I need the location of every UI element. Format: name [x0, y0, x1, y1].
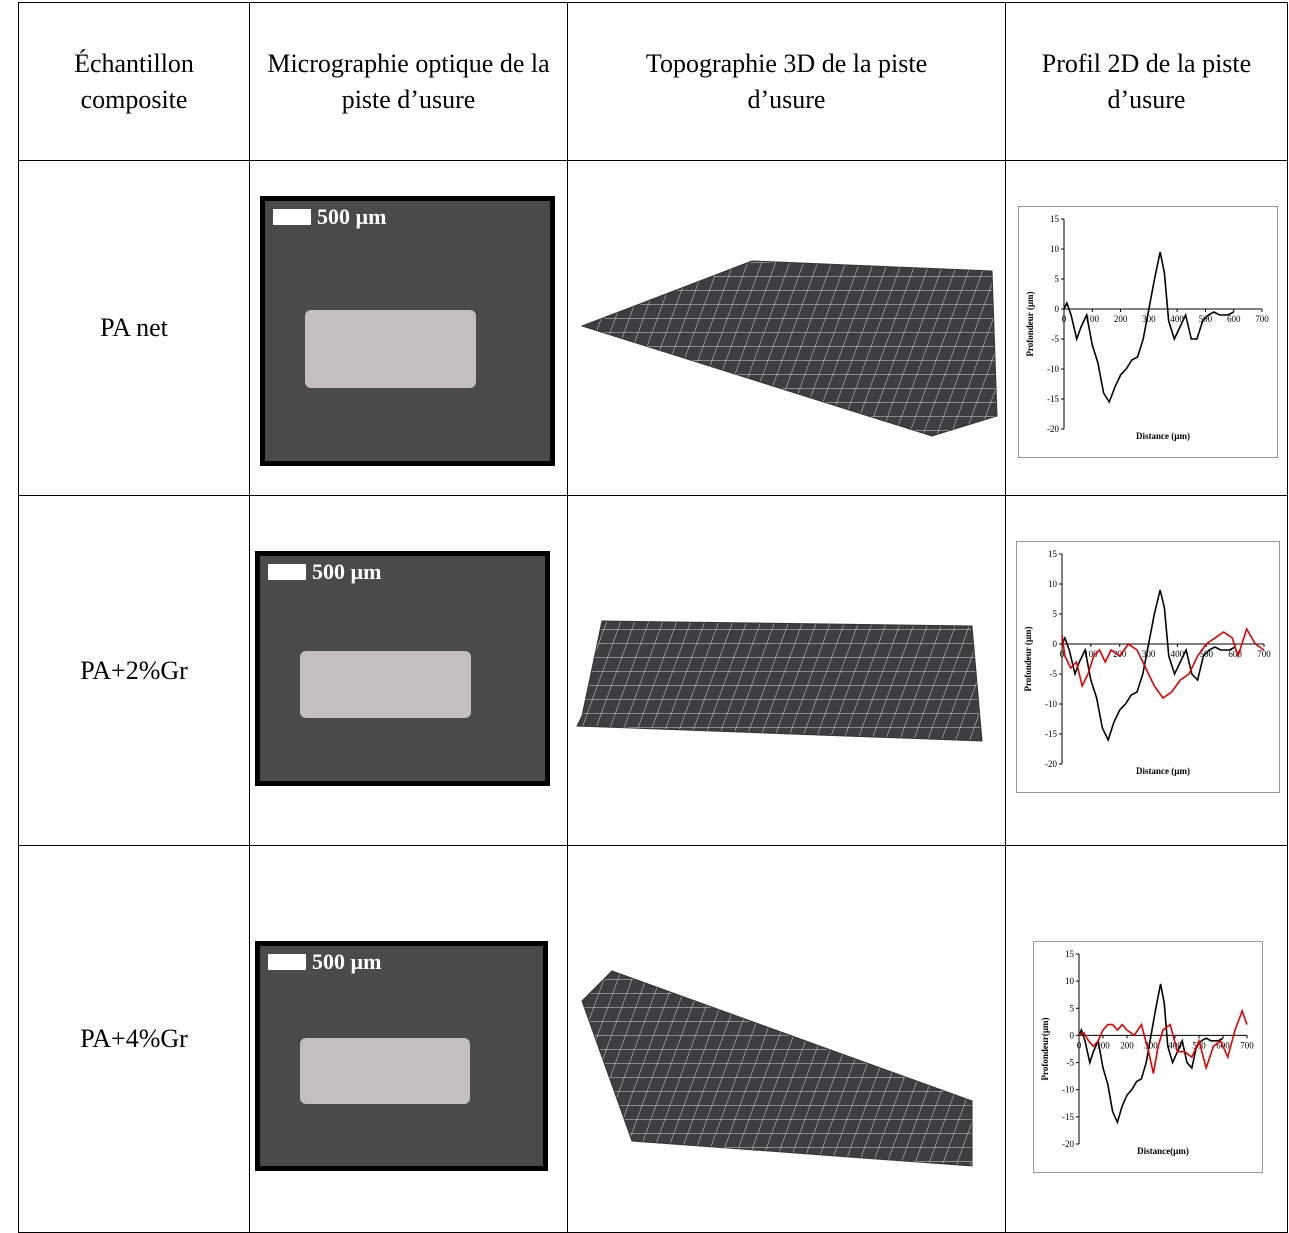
- x-tick-label: 700: [1255, 314, 1269, 324]
- y-tick-label: -5: [1049, 669, 1057, 679]
- y-tick-label: 10: [1048, 579, 1058, 589]
- header-cell: Micrographie optique de la piste d’usure: [249, 2, 568, 161]
- x-tick-label: 0: [1059, 649, 1064, 659]
- x-tick-label: 400: [1170, 314, 1184, 324]
- x-tick-label: 200: [1113, 314, 1127, 324]
- y-tick-label: -10: [1045, 699, 1057, 709]
- y-tick-label: 0: [1054, 304, 1059, 314]
- wear-track: [300, 1038, 470, 1105]
- surface: [576, 620, 983, 742]
- topography-cell: [567, 160, 1006, 496]
- x-tick-label: 700: [1257, 649, 1271, 659]
- topography-cell: [567, 495, 1006, 846]
- profile-line: [1077, 983, 1223, 1125]
- y-axis-label: Profondeur(µm): [1040, 1017, 1050, 1080]
- y-tick-label: -20: [1062, 1139, 1074, 1149]
- y-tick-label: 5: [1069, 1003, 1074, 1013]
- x-tick-label: 100: [1085, 314, 1099, 324]
- y-tick-label: -20: [1045, 759, 1057, 769]
- profile-line: [1062, 251, 1234, 404]
- surface: [580, 260, 998, 437]
- header-cell: Topographie 3D de la piste d’usure: [567, 2, 1006, 161]
- profile-line: [1060, 589, 1236, 743]
- micrograph: 500 µm: [260, 196, 555, 466]
- y-tick-label: -5: [1066, 1058, 1074, 1068]
- topography-3d: [576, 620, 983, 742]
- micrograph-cell: 500 µm: [249, 845, 568, 1233]
- profile-line: [1078, 1008, 1248, 1074]
- profile-cell: 15 10 5 0 -5 -10 -15 -20 0 100 200 300 400 500 600 700 P…: [1005, 160, 1288, 496]
- topography-3d: [581, 970, 973, 1167]
- x-tick-label: 700: [1240, 1040, 1254, 1050]
- profile-cell: 15 10 5 0 -5 -10 -15 -20 0 100 200 300 400 500 600 700 P…: [1005, 845, 1288, 1233]
- scale-label: 500 µm: [312, 559, 382, 584]
- x-tick-label: 300: [1141, 649, 1155, 659]
- y-tick-label: 10: [1065, 976, 1075, 986]
- x-tick-label: 500: [1192, 1040, 1206, 1050]
- scale-bar: [268, 954, 306, 970]
- y-tick-label: 5: [1052, 609, 1057, 619]
- y-tick-label: 5: [1054, 274, 1059, 284]
- y-tick-label: -20: [1047, 424, 1059, 434]
- y-axis-label: Profondeur (µm): [1025, 291, 1035, 356]
- y-tick-label: 15: [1048, 549, 1058, 559]
- x-tick-label: 600: [1226, 314, 1240, 324]
- profile-cell: 15 10 5 0 -5 -10 -15 -20 0 100 200 300 400 500 600 700 P…: [1005, 495, 1288, 846]
- scale-label: 500 µm: [317, 204, 387, 229]
- x-tick-label: 0: [1061, 314, 1066, 324]
- profile-line: [1060, 627, 1264, 700]
- y-tick-label: -5: [1051, 334, 1059, 344]
- y-tick-label: 0: [1069, 1030, 1074, 1040]
- x-tick-label: 400: [1170, 649, 1184, 659]
- x-tick-label: 500: [1198, 314, 1212, 324]
- y-axis-label: Profondeur (µm): [1023, 626, 1033, 691]
- x-axis-label: Distance (µm): [1136, 431, 1190, 441]
- surface: [581, 970, 973, 1167]
- wear-track: [305, 310, 476, 389]
- micrograph: 500 µm: [255, 551, 550, 786]
- x-tick-label: 100: [1084, 649, 1098, 659]
- y-tick-label: -15: [1045, 729, 1057, 739]
- sample-cell: PA+2%Gr: [18, 495, 250, 846]
- x-tick-label: 300: [1144, 1040, 1158, 1050]
- x-tick-label: 0: [1076, 1040, 1081, 1050]
- sample-cell: PA net: [18, 160, 250, 496]
- x-axis-label: Distance (µm): [1136, 766, 1190, 776]
- scale-bar: [268, 564, 306, 580]
- y-tick-label: -15: [1062, 1112, 1074, 1122]
- x-tick-label: 200: [1120, 1040, 1134, 1050]
- scale-label: 500 µm: [312, 949, 382, 974]
- y-tick-label: 0: [1052, 639, 1057, 649]
- x-axis-label: Distance(µm): [1137, 1146, 1189, 1156]
- x-tick-label: 600: [1228, 649, 1242, 659]
- y-tick-label: -15: [1047, 394, 1059, 404]
- y-tick-label: 10: [1050, 244, 1060, 254]
- topography-3d: [580, 260, 998, 437]
- header-cell: Profil 2D de la piste d’usure: [1005, 2, 1288, 161]
- x-tick-label: 500: [1199, 649, 1213, 659]
- results-table: Échantillon composite Micrographie optiq…: [18, 2, 1288, 1233]
- micrograph: 500 µm: [255, 941, 548, 1171]
- scale-bar: [273, 209, 311, 225]
- header-cell: Échantillon composite: [18, 2, 250, 161]
- wear-track: [300, 650, 471, 718]
- y-tick-label: 15: [1065, 949, 1075, 959]
- y-tick-label: -10: [1047, 364, 1059, 374]
- sample-cell: PA+4%Gr: [18, 845, 250, 1233]
- micrograph-cell: 500 µm: [249, 495, 568, 846]
- micrograph-cell: 500 µm: [249, 160, 568, 496]
- y-tick-label: 15: [1050, 214, 1060, 224]
- topography-cell: [567, 845, 1006, 1233]
- x-tick-label: 300: [1142, 314, 1156, 324]
- x-tick-label: 100: [1096, 1040, 1110, 1050]
- x-tick-label: 200: [1112, 649, 1126, 659]
- y-tick-label: -10: [1062, 1085, 1074, 1095]
